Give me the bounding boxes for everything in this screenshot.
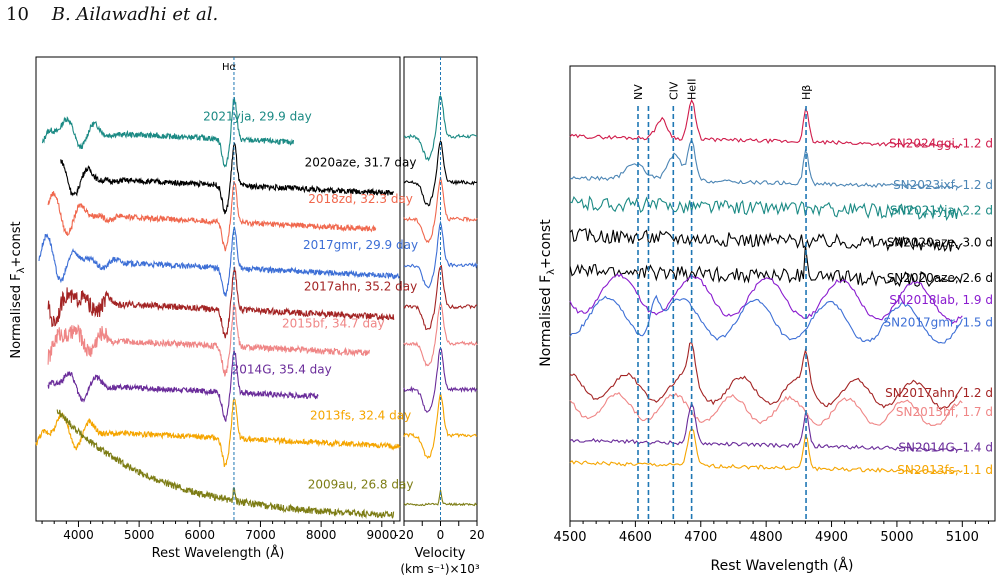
right-spectrum-line-2014G: [569, 401, 963, 452]
right-x-tick-label: 5100: [946, 530, 979, 545]
right-ref-line-label: Hβ: [800, 85, 813, 100]
spectrum-line-2017ahn: [47, 266, 395, 339]
spectrum-line-2020aze: [60, 142, 395, 215]
right-spectrum-label-2021yja: SN2021yja, 2.2 d: [890, 204, 993, 218]
left-x-tick-label: 4000: [63, 528, 94, 542]
right-x-tick-label: 4500: [553, 530, 586, 545]
left-panel-frame: [35, 56, 401, 522]
right-x-tick-label: 4900: [815, 530, 848, 545]
spectrum-label-2014G: 2014G, 35.4 day: [232, 362, 332, 376]
spectrum-label-2018zd: 2018zd, 32.3 day: [308, 192, 413, 206]
left-x-tick-label: 6000: [185, 528, 216, 542]
left-x-axis-label: Rest Wavelength (Å): [152, 545, 285, 561]
spectrum-line-2018zd: [47, 180, 377, 252]
right-panel-frame: [569, 65, 996, 522]
spectrum-line-2013fs: [35, 396, 401, 467]
right-spectrum-line-2017gmr: [569, 294, 963, 344]
right-spectrum-line-2024ggi: [569, 98, 963, 149]
velocity-line-2021yja: [403, 95, 478, 162]
velocity-line-2017ahn: [403, 264, 478, 331]
right-spectrum-label-2017ahn: SN2017ahn, 1.2 d: [885, 386, 993, 400]
right-spectrum-line-2017ahn: [569, 341, 963, 411]
spectrum-label-2021yja: 2021yja, 29.9 day: [203, 109, 312, 123]
right-spectrum-line-2018lab: [569, 273, 963, 325]
right-spectrum-label-2017gmr: SN2017gmr, 1.5 d: [883, 316, 993, 330]
left-x-tick-label: 5000: [124, 528, 155, 542]
right-spectrum-label-2023ixf: SN2023ixf, 1.2 d: [893, 178, 993, 192]
spectrum-label-2009au: 2009au, 26.8 day: [308, 477, 414, 491]
spectrum-label-2020aze: 2020aze, 31.7 day: [305, 155, 417, 169]
right-spectrum-line-2020aze: [569, 244, 963, 288]
right-spectrum-label-2015bf: SN2015bf, 1.7 d: [896, 405, 993, 419]
right-x-tick-label: 4800: [750, 530, 783, 545]
right-x-tick-label: 4600: [619, 530, 652, 545]
spectrum-label-2015bf: 2015bf, 34.7 day: [282, 316, 385, 330]
right-spectrum-line-2013fs: [569, 427, 963, 475]
author-line: B. Ailawadhi et al.: [51, 4, 219, 25]
spectrum-line-2017gmr: [38, 225, 400, 297]
page-number: 10: [6, 4, 29, 25]
velocity-line-2020aze: [403, 140, 478, 207]
right-spectrum-label-2013fs: SN2013fs, 1.1 d: [897, 463, 993, 477]
spectrum-line-2009au: [56, 409, 395, 519]
right-spectrum-label-2020aze: SN2020aze, 2.6 d: [887, 271, 993, 285]
right-y-axis-label: Normalised Fλ+const: [538, 219, 557, 367]
right-spectrum-line-2020aze: [569, 227, 963, 252]
spectrum-line-2014G: [47, 350, 319, 422]
right-spectrum-line-2023ixf: [569, 138, 963, 190]
right-ref-line-label: NV: [632, 84, 645, 100]
left-x-tick-label: 9000: [367, 528, 398, 542]
right-spectrum-label-2014G: SN2014G, 1.4 d: [898, 440, 993, 454]
right-x-axis-label: Rest Wavelength (Å): [711, 557, 854, 574]
right-x-tick-label: 5000: [880, 530, 913, 545]
right-spectrum-label-2018lab: SN2018lab, 1.9 d: [889, 293, 993, 307]
page-header: 10 B. Ailawadhi et al.: [6, 4, 218, 25]
h-alpha-label: Hα: [222, 62, 237, 73]
velocity-x-tick-label: 0: [437, 528, 445, 542]
right-ref-line-label: HeII: [686, 78, 699, 100]
right-ref-line-label: CIV: [667, 81, 680, 100]
right-spectrum-label-2020aze: SN2020aze, 3.0 d: [887, 236, 993, 250]
left-x-tick-label: 7000: [245, 528, 276, 542]
spectrum-label-2013fs: 2013fs, 32.4 day: [310, 408, 411, 422]
right-spectrum-label-2024ggi: SN2024ggi, 1.2 d: [889, 136, 993, 150]
velocity-x-axis-label-2: (km s⁻¹)×10³: [400, 562, 480, 576]
right-x-tick-label: 4700: [684, 530, 717, 545]
spectrum-line-2015bf: [47, 302, 370, 377]
left-y-axis-label: Normalised Fλ+const: [9, 221, 27, 358]
spectrum-label-2017gmr: 2017gmr, 29.9 day: [303, 238, 418, 252]
velocity-x-axis-label-1: Velocity: [415, 546, 466, 561]
right-spectrum-line-2021yja: [569, 195, 963, 222]
velocity-x-tick-label: -20: [394, 528, 414, 542]
right-spectrum-line-2015bf: [569, 392, 963, 426]
spectrum-line-2021yja: [41, 97, 295, 168]
left-x-tick-label: 8000: [306, 528, 337, 542]
velocity-x-tick-label: 20: [469, 528, 484, 542]
spectrum-label-2017ahn: 2017ahn, 35.2 day: [304, 280, 417, 294]
